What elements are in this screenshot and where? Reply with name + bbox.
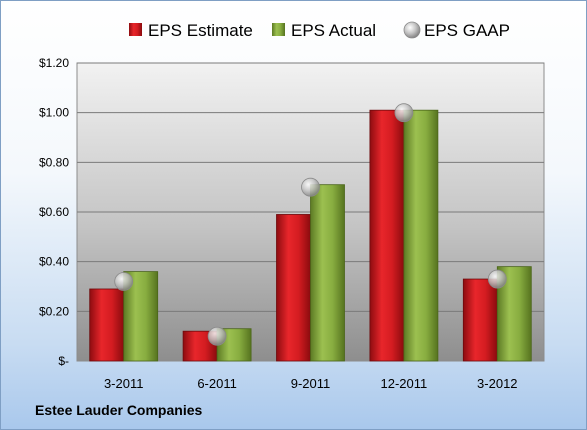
x-tick-label: 6-2011 (197, 376, 237, 391)
x-tick-label: 3-2012 (477, 376, 517, 391)
eps-actual-bar-12-2011 (403, 109, 439, 362)
y-axis: $- $0.20 $0.40 $0.60 $0.80 $1.00 $1.20 (39, 56, 69, 368)
eps-gaap-marker-3-2011 (114, 272, 134, 291)
y-tick-label: $0.40 (39, 255, 69, 269)
y-tick-label: $- (58, 354, 69, 368)
eps-gaap-marker-12-2011 (394, 103, 414, 123)
eps-estimate-bar-9-2011 (276, 214, 311, 362)
legend-label: EPS GAAP (424, 21, 510, 40)
y-tick-label: $0.20 (39, 304, 69, 318)
company-name: Estee Lauder Companies (35, 402, 203, 418)
x-tick-label: 12-2011 (381, 376, 428, 391)
eps-estimate-bar-3-2011 (89, 288, 125, 362)
y-tick-label: $0.80 (39, 155, 69, 169)
eps-estimate-bar-12-2011 (369, 109, 405, 362)
legend-swatch (129, 23, 142, 36)
legend: EPS Estimate EPS Actual EPS GAAP (129, 21, 510, 40)
eps-estimate-bar-3-2012 (462, 278, 498, 362)
y-tick-label: $1.00 (39, 106, 69, 120)
legend-label: EPS Estimate (148, 21, 253, 40)
eps-actual-bar-9-2011 (310, 184, 345, 362)
eps-gaap-marker-3-2012 (487, 269, 507, 289)
gaap-markers (114, 103, 507, 346)
legend-label: EPS Actual (291, 21, 376, 40)
x-tick-label: 3-2011 (104, 376, 144, 391)
bars (89, 109, 532, 362)
legend-swatch (272, 23, 285, 36)
legend-swatch (403, 21, 421, 39)
x-tick-label: 9-2011 (291, 376, 331, 391)
eps-gaap-marker-6-2011 (207, 326, 227, 346)
y-tick-label: $0.60 (39, 205, 69, 219)
x-axis: 3-2011 6-2011 9-2011 12-2011 3-2012 (104, 376, 518, 391)
y-tick-label: $1.20 (39, 56, 69, 70)
eps-gaap-marker-9-2011 (301, 177, 320, 197)
